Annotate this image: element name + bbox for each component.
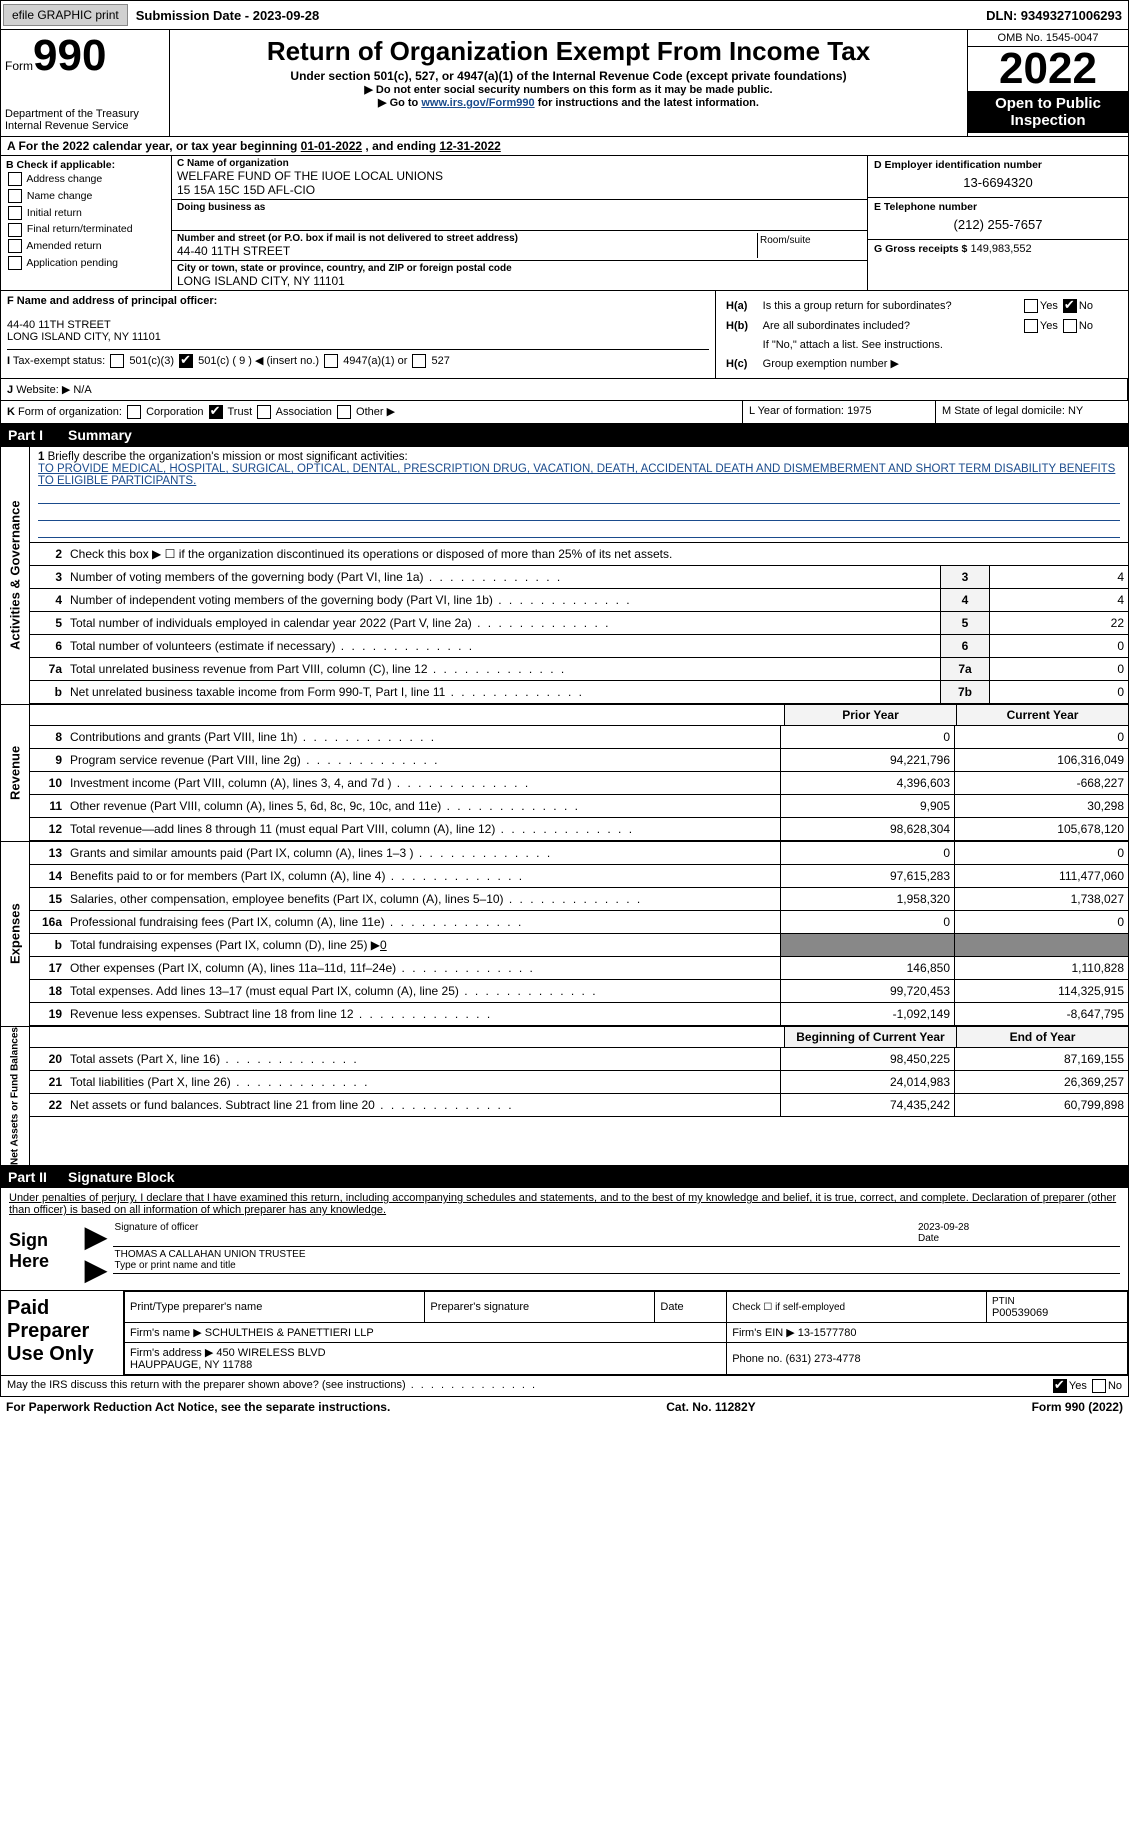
city: LONG ISLAND CITY, NY 11101: [177, 274, 862, 288]
officer-name: THOMAS A CALLAHAN UNION TRUSTEE: [115, 1249, 306, 1260]
col-de: D Employer identification number13-66943…: [867, 156, 1128, 290]
form-subtitle: Under section 501(c), 527, or 4947(a)(1)…: [174, 69, 963, 83]
street: 44-40 11TH STREET: [177, 244, 757, 258]
rev-line: 9Program service revenue (Part VIII, lin…: [30, 749, 1128, 772]
page-footer: For Paperwork Reduction Act Notice, see …: [0, 1397, 1129, 1417]
website: N/A: [73, 384, 91, 396]
irs-link[interactable]: www.irs.gov/Form990: [421, 97, 534, 109]
ptin: P00539069: [992, 1307, 1048, 1319]
part-i-header: Part ISummary: [0, 424, 1129, 446]
exp-line: 17Other expenses (Part IX, column (A), l…: [30, 957, 1128, 980]
side-expenses: Expenses: [1, 842, 30, 1026]
rev-line: 10Investment income (Part VIII, column (…: [30, 772, 1128, 795]
form-header: Form990 Department of the Treasury Inter…: [0, 30, 1129, 137]
exp-line: 13Grants and similar amounts paid (Part …: [30, 842, 1128, 865]
rev-line: 12Total revenue—add lines 8 through 11 (…: [30, 818, 1128, 841]
rev-line: 11Other revenue (Part VIII, column (A), …: [30, 795, 1128, 818]
dln: DLN: 93493271006293: [986, 8, 1122, 23]
paid-preparer: Paid Preparer Use Only Print/Type prepar…: [0, 1291, 1129, 1376]
gov-line: 5Total number of individuals employed in…: [30, 612, 1128, 635]
principal-officer: F Name and address of principal officer:…: [1, 291, 716, 378]
state-domicile: NY: [1068, 405, 1083, 417]
col-b: B Check if applicable: Address change Na…: [1, 156, 172, 290]
firm-phone: (631) 273-4778: [785, 1353, 860, 1365]
dept: Department of the Treasury Internal Reve…: [5, 108, 165, 132]
exp-line: 18Total expenses. Add lines 13–17 (must …: [30, 980, 1128, 1003]
exp-line: bTotal fundraising expenses (Part IX, co…: [30, 934, 1128, 957]
col-c: C Name of organizationWELFARE FUND OF TH…: [172, 156, 867, 290]
ein: 13-6694320: [874, 171, 1122, 194]
net-line: 20Total assets (Part X, line 16)98,450,2…: [30, 1048, 1128, 1071]
net-line: 22Net assets or fund balances. Subtract …: [30, 1094, 1128, 1117]
rev-line: 8Contributions and grants (Part VIII, li…: [30, 726, 1128, 749]
note-ssn: ▶ Do not enter social security numbers o…: [174, 83, 963, 96]
note-goto-post: for instructions and the latest informat…: [535, 97, 759, 109]
submission-date: Submission Date - 2023-09-28: [136, 8, 320, 23]
efile-print-button[interactable]: efile GRAPHIC print: [3, 4, 128, 26]
part-ii-header: Part IISignature Block: [0, 1166, 1129, 1188]
gov-line: 6Total number of volunteers (estimate if…: [30, 635, 1128, 658]
firm-ein: 13-1577780: [798, 1327, 857, 1339]
top-bar: efile GRAPHIC print Submission Date - 20…: [0, 0, 1129, 30]
signature-declaration: Under penalties of perjury, I declare th…: [0, 1188, 1129, 1291]
side-activities: Activities & Governance: [1, 447, 30, 704]
form-label: Form: [5, 59, 33, 73]
phone: (212) 255-7657: [874, 213, 1122, 236]
line-a: A For the 2022 calendar year, or tax yea…: [0, 137, 1129, 156]
exp-line: 16aProfessional fundraising fees (Part I…: [30, 911, 1128, 934]
org-name: WELFARE FUND OF THE IUOE LOCAL UNIONS 15…: [177, 169, 862, 197]
net-line: 21Total liabilities (Part X, line 26)24,…: [30, 1071, 1128, 1094]
discuss-preparer: May the IRS discuss this return with the…: [0, 1376, 1129, 1397]
gross-receipts: 149,983,552: [970, 243, 1031, 255]
firm-name: SCHULTHEIS & PANETTIERI LLP: [205, 1327, 374, 1339]
side-net: Net Assets or Fund Balances: [1, 1027, 30, 1165]
side-revenue: Revenue: [1, 705, 30, 841]
gov-line: 7aTotal unrelated business revenue from …: [30, 658, 1128, 681]
mission: 1 Briefly describe the organization's mi…: [30, 447, 1128, 542]
form-title: Return of Organization Exempt From Incom…: [174, 36, 963, 67]
tax-year: 2022: [968, 47, 1128, 91]
form-number: 990: [33, 31, 106, 80]
note-goto-pre: ▶ Go to: [378, 97, 421, 109]
group-return: H(a)Is this a group return for subordina…: [716, 291, 1128, 378]
gov-line: bNet unrelated business taxable income f…: [30, 681, 1128, 704]
exp-line: 15Salaries, other compensation, employee…: [30, 888, 1128, 911]
gov-line: 4Number of independent voting members of…: [30, 589, 1128, 612]
open-inspection: Open to Public Inspection: [968, 91, 1128, 133]
year-formation: 1975: [847, 405, 871, 417]
sig-date: 2023-09-28: [918, 1222, 969, 1233]
exp-line: 14Benefits paid to or for members (Part …: [30, 865, 1128, 888]
exp-line: 19Revenue less expenses. Subtract line 1…: [30, 1003, 1128, 1026]
gov-line: 3Number of voting members of the governi…: [30, 566, 1128, 589]
